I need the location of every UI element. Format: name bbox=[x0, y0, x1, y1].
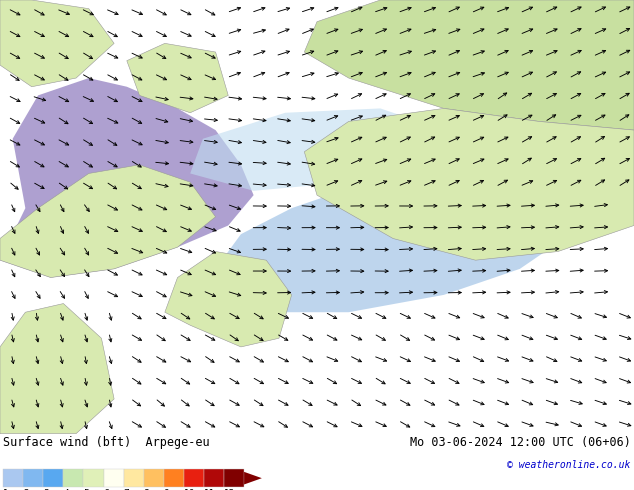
Polygon shape bbox=[244, 472, 262, 485]
Bar bbox=[84, 469, 103, 487]
Bar bbox=[63, 469, 84, 487]
Polygon shape bbox=[190, 108, 444, 191]
Polygon shape bbox=[216, 173, 583, 312]
Bar bbox=[124, 469, 144, 487]
Bar bbox=[204, 469, 224, 487]
Polygon shape bbox=[0, 304, 114, 434]
Bar bbox=[43, 469, 63, 487]
Bar bbox=[23, 469, 43, 487]
Bar bbox=[103, 469, 124, 487]
Bar bbox=[3, 469, 23, 487]
Polygon shape bbox=[127, 44, 228, 113]
Text: Surface wind (bft)  Arpege-eu: Surface wind (bft) Arpege-eu bbox=[3, 437, 210, 449]
Polygon shape bbox=[304, 108, 634, 260]
Polygon shape bbox=[0, 78, 254, 277]
Text: Mo 03-06-2024 12:00 UTC (06+06): Mo 03-06-2024 12:00 UTC (06+06) bbox=[410, 437, 631, 449]
Bar bbox=[144, 469, 164, 487]
Polygon shape bbox=[304, 0, 634, 130]
Bar bbox=[164, 469, 184, 487]
Polygon shape bbox=[165, 251, 292, 347]
Bar bbox=[224, 469, 244, 487]
Text: © weatheronline.co.uk: © weatheronline.co.uk bbox=[507, 460, 631, 469]
Polygon shape bbox=[0, 165, 216, 277]
Bar bbox=[184, 469, 204, 487]
Polygon shape bbox=[0, 0, 114, 87]
